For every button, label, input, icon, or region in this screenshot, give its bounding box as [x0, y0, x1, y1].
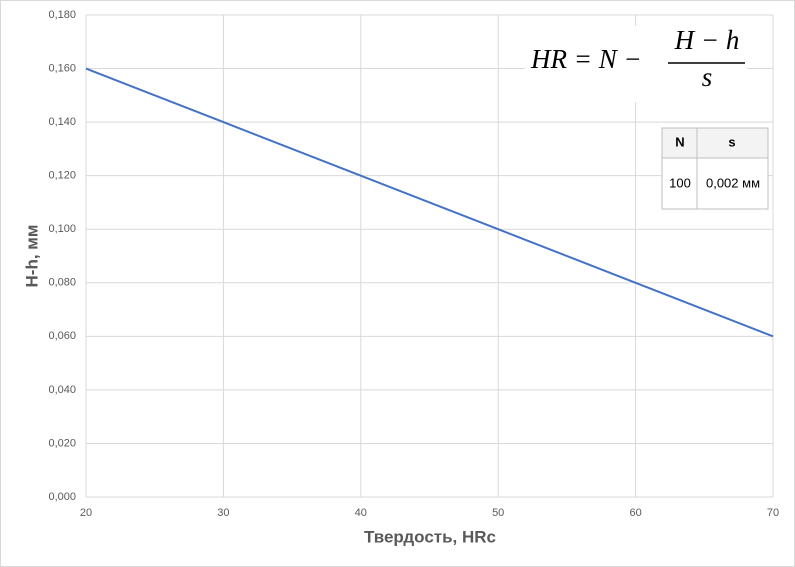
- y-tick-label: 0,140: [48, 116, 76, 128]
- formula-numerator: H − h: [674, 25, 740, 55]
- y-axis-title: H-h, мм: [22, 225, 41, 288]
- table-cell: 100: [669, 175, 691, 190]
- x-tick-label: 30: [217, 507, 229, 519]
- y-tick-label: 0,040: [48, 384, 76, 396]
- marks: [85, 67, 774, 338]
- formula-denominator: s: [702, 62, 713, 92]
- formula-box: [525, 26, 747, 102]
- table-header-cell: N: [675, 134, 684, 149]
- x-tick-label: 40: [355, 507, 367, 519]
- y-tick-label: 0,160: [48, 62, 76, 74]
- grid: 0,000 0,020 0,040 0,060 0,080 0,100 0,120 0,140…: [48, 9, 779, 519]
- table-header-cell: s: [728, 134, 735, 149]
- x-tick-label: 20: [80, 507, 92, 519]
- y-tick-label: 0,180: [48, 9, 76, 21]
- data-line: [85, 67, 774, 338]
- y-tick-label: 0,120: [48, 170, 76, 182]
- x-tick-label: 50: [492, 507, 504, 519]
- x-axis-title: Твердость, HRc: [364, 527, 496, 546]
- table-cell: 0,002 мм: [706, 175, 760, 190]
- y-tick-label: 0,080: [48, 277, 76, 289]
- y-tick-label: 0,000: [48, 491, 76, 503]
- formula-left: HR = N −: [530, 44, 642, 74]
- y-tick-label: 0,020: [48, 437, 76, 449]
- x-tick-label: 70: [767, 507, 779, 519]
- y-tick-label: 0,100: [48, 223, 76, 235]
- table-body: [661, 157, 769, 210]
- y-tick-label: 0,060: [48, 330, 76, 342]
- x-tick-label: 60: [629, 507, 641, 519]
